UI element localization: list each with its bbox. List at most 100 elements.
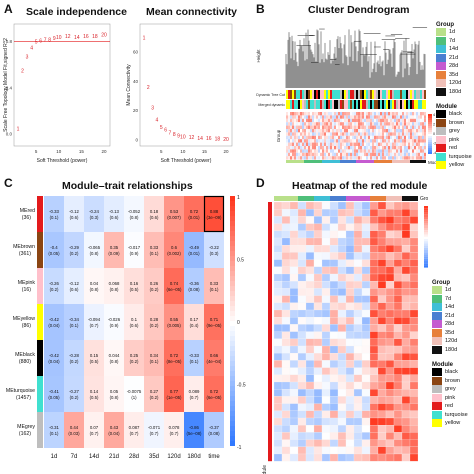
trait-cell-corr: -0.42 <box>49 317 59 322</box>
d-group-legend-label: 21d <box>445 312 455 319</box>
scale-x-tick: 20 <box>101 149 107 154</box>
b-module-legend-label: turquoise <box>449 153 472 160</box>
trait-cell-corr: -0.12 <box>69 281 79 286</box>
trait-cell-pvalue: (0.2) <box>130 359 139 364</box>
trait-cell <box>84 232 104 268</box>
trait-cell-corr: 0.77 <box>170 389 179 394</box>
c-scale-tick: -1 <box>237 445 242 451</box>
d-group-legend-label: 1d <box>445 287 452 294</box>
b-group-legend-label: 180d <box>449 88 462 95</box>
module-row-name: MEgrey <box>17 424 35 430</box>
b-module-legend-swatch <box>436 152 446 161</box>
d-group-legend-label: 28d <box>445 321 455 328</box>
connectivity-point: 20 <box>223 137 229 143</box>
module-row-name: MEred <box>20 208 35 214</box>
connectivity-plot-frame <box>139 23 233 147</box>
d-group-legend-item: 180d <box>432 345 457 355</box>
trait-cell-corr: 0.17 <box>190 317 199 322</box>
panel-b-letter: B <box>256 2 265 16</box>
d-module-legend-swatch <box>432 402 442 411</box>
b-group-legend-swatch <box>436 79 446 88</box>
trait-cell <box>164 340 184 376</box>
d-color-scale <box>424 206 428 268</box>
trait-column-label: time <box>208 454 220 460</box>
trait-cell-pvalue: (0.05) <box>48 395 60 400</box>
b-group-legend-item: 120d <box>436 79 461 88</box>
trait-cell <box>64 376 84 412</box>
trait-cell-pvalue: (6e−05) <box>167 287 182 292</box>
trait-cell <box>104 196 124 232</box>
trait-column-label: 120d <box>167 454 180 460</box>
module-color-bar <box>37 340 43 376</box>
panel-b-dendrogram: Height Dynamic Tree Cut Merged dynamic Grou… <box>256 27 436 165</box>
trait-cell-pvalue: (0.3) <box>90 215 99 220</box>
b-module-legend-swatch <box>436 110 446 119</box>
b-group-legend-item: 7d <box>436 36 461 46</box>
dynamic-tree-cut-bar <box>286 90 426 99</box>
trait-cell <box>164 304 184 340</box>
trait-cell <box>144 196 164 232</box>
trait-cell-corr: 0.25 <box>130 353 139 358</box>
trait-column-label: 180d <box>187 454 200 460</box>
trait-cell <box>144 232 164 268</box>
module-trait-title: Module–trait relationships <box>62 180 193 192</box>
c-scale-tick: 0 <box>237 320 240 326</box>
b-group-legend-item: 1d <box>436 28 461 37</box>
panel-d-module-legend: Module black brown grey pink red turquoise yel… <box>432 362 468 428</box>
b-scale-tick: 4 <box>433 113 435 117</box>
trait-cell-pvalue: (0.8) <box>90 287 99 292</box>
b-group-legend-item: 28d <box>436 62 461 71</box>
trait-column-label: 21d <box>109 454 119 460</box>
d-module-legend-label: red <box>445 403 453 410</box>
trait-cell-pvalue: (0.007) <box>167 215 181 220</box>
trait-cell-corr: 0.27 <box>150 389 159 394</box>
trait-cell-corr: 0.14 <box>90 389 99 394</box>
connectivity-y-tick: 60 <box>133 50 139 55</box>
d-group-legend-swatch <box>432 303 442 312</box>
trait-cell-corr: -0.28 <box>69 353 79 358</box>
connectivity-x-tick: 15 <box>202 149 208 154</box>
scale-point: 18 <box>92 34 98 40</box>
trait-cell <box>144 412 164 448</box>
d-group-bar-cell <box>338 196 346 201</box>
scale-x-tick: 10 <box>56 149 62 154</box>
d-module-legend-swatch <box>432 368 442 377</box>
trait-cell-pvalue: (1e−05) <box>167 395 182 400</box>
trait-cell <box>164 196 184 232</box>
module-color-bar <box>37 232 43 268</box>
trait-cell-corr: -0.12 <box>69 209 79 214</box>
d-module-legend-label: brown <box>445 377 460 384</box>
trait-cell-corr: 0.068 <box>109 281 120 286</box>
scale-point: 4 <box>30 45 33 51</box>
d-group-legend-item: 35d <box>432 328 457 338</box>
d-group-legend-item: 28d <box>432 320 457 329</box>
group-legend-title: Group <box>436 22 454 28</box>
d-group-bar-cell <box>362 196 370 201</box>
b-module-legend-label: brown <box>449 119 464 126</box>
module-row-count: (36) <box>22 215 31 221</box>
trait-cell-corr: -0.37 <box>209 425 219 430</box>
trait-cell-corr: 0.078 <box>169 425 180 430</box>
trait-cell <box>204 340 224 376</box>
scale-point: 3 <box>26 55 29 61</box>
trait-cell-corr: -0.052 <box>128 209 141 214</box>
connectivity-point: 18 <box>215 137 221 143</box>
trait-cell <box>64 268 84 304</box>
trait-cell-pvalue: (0.1) <box>150 359 159 364</box>
d-group-bar-cell <box>354 196 362 201</box>
trait-cell-corr: -0.49 <box>189 245 199 250</box>
b-group-legend-item: 180d <box>436 87 462 97</box>
trait-cell-corr: -0.017 <box>128 245 141 250</box>
trait-cell-corr: 0.07 <box>90 425 99 430</box>
d-group-bar-cell <box>346 196 354 201</box>
trait-cell <box>64 304 84 340</box>
trait-cell-corr: 0.88 <box>210 209 219 214</box>
d-group-bar-cell <box>370 196 378 201</box>
trait-cell-corr: 0.44 <box>70 425 79 430</box>
d-group-bar-cell <box>290 196 298 201</box>
d-module-legend-item: grey <box>432 385 468 394</box>
trait-cell-pvalue: (0.002) <box>167 251 181 256</box>
trait-cell <box>204 376 224 412</box>
d-group-bar-cell <box>330 196 338 201</box>
